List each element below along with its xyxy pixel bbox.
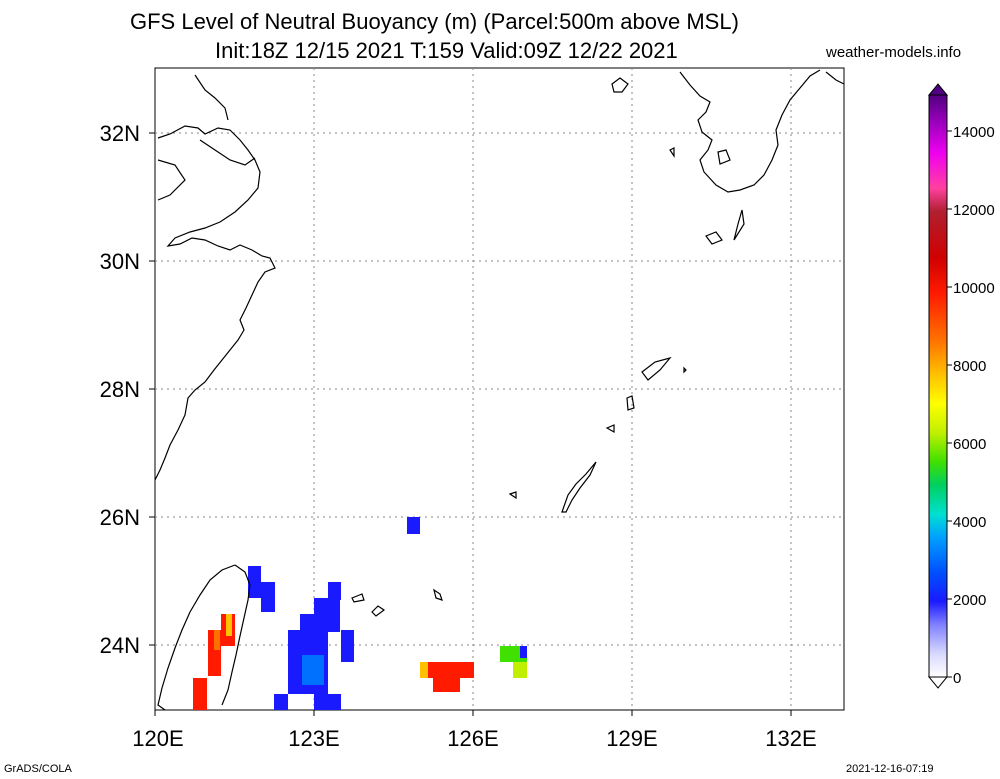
lat-label: 32N [100, 121, 140, 146]
field-cell [300, 614, 314, 632]
colorbar-label: 10000 [953, 280, 995, 297]
field-cell [433, 678, 460, 692]
lon-label: 123E [288, 726, 339, 751]
lat-label: 28N [100, 377, 140, 402]
colorbar-label: 2000 [953, 592, 986, 609]
field-cell [407, 517, 420, 534]
island [508, 491, 517, 500]
colorbar-label: 8000 [953, 358, 986, 375]
latitude-labels: 32N 30N 28N 26N 24N [100, 121, 140, 658]
island [717, 149, 731, 165]
field-cell [261, 582, 275, 612]
coast-east [825, 71, 844, 85]
lon-label: 126E [447, 726, 498, 751]
axis-ticks [149, 132, 792, 716]
field-cell [513, 662, 527, 678]
longitude-labels: 120E 123E 126E 129E 132E [132, 726, 816, 751]
field-cell [274, 694, 288, 710]
amami [641, 356, 672, 381]
island [605, 424, 615, 434]
footer-credit: GrADS/COLA [4, 763, 72, 775]
colorbar-bottom-arrow [927, 676, 949, 689]
island [351, 593, 365, 603]
lon-label: 129E [606, 726, 657, 751]
island [626, 395, 635, 411]
source-label: weather-models.info [826, 44, 962, 61]
field-cell [226, 614, 232, 636]
field-cell [302, 655, 324, 685]
island [669, 147, 675, 158]
buoyancy-field [193, 517, 527, 710]
field-cell [314, 694, 341, 710]
colorbar: 0 2000 4000 6000 8000 10000 12000 14000 [927, 83, 995, 689]
island [611, 77, 629, 93]
lat-label: 24N [100, 633, 140, 658]
colorbar-label: 14000 [953, 124, 995, 141]
taiwan-coast [157, 564, 251, 710]
field-cell [214, 630, 220, 650]
field-cell [420, 662, 474, 678]
yangtze-estuary [199, 139, 256, 166]
colorbar-top-arrow [927, 83, 949, 96]
island [371, 605, 386, 617]
island [705, 231, 723, 245]
coast-north [194, 74, 229, 121]
field-cell [248, 566, 261, 598]
island [433, 588, 443, 601]
field-cell [193, 678, 207, 710]
kyushu-coast [679, 69, 821, 193]
field-cell [420, 662, 428, 678]
lon-label: 120E [132, 726, 183, 751]
tanegashima [733, 209, 745, 241]
china-coast [155, 125, 276, 481]
gridlines [155, 68, 844, 710]
lat-label: 26N [100, 505, 140, 530]
island [683, 366, 687, 374]
lon-label: 132E [765, 726, 816, 751]
colorbar-label: 4000 [953, 514, 986, 531]
colorbar-scale [928, 94, 948, 678]
colorbar-label: 6000 [953, 436, 986, 453]
coastlines [155, 69, 844, 710]
field-cell [520, 646, 527, 658]
footer-timestamp: 2021-12-16-07:19 [846, 763, 934, 775]
map-title-line1: GFS Level of Neutral Buoyancy (m) (Parce… [130, 9, 739, 34]
coast-detail [157, 159, 186, 201]
colorbar-label: 12000 [953, 202, 995, 219]
colorbar-label: 0 [953, 670, 961, 687]
field-cell [341, 630, 354, 662]
okinawa [561, 461, 597, 513]
field-cell [328, 582, 341, 600]
lat-label: 30N [100, 249, 140, 274]
field-cell [314, 598, 340, 632]
map-title-line2: Init:18Z 12/15 2021 T:159 Valid:09Z 12/2… [215, 38, 678, 63]
